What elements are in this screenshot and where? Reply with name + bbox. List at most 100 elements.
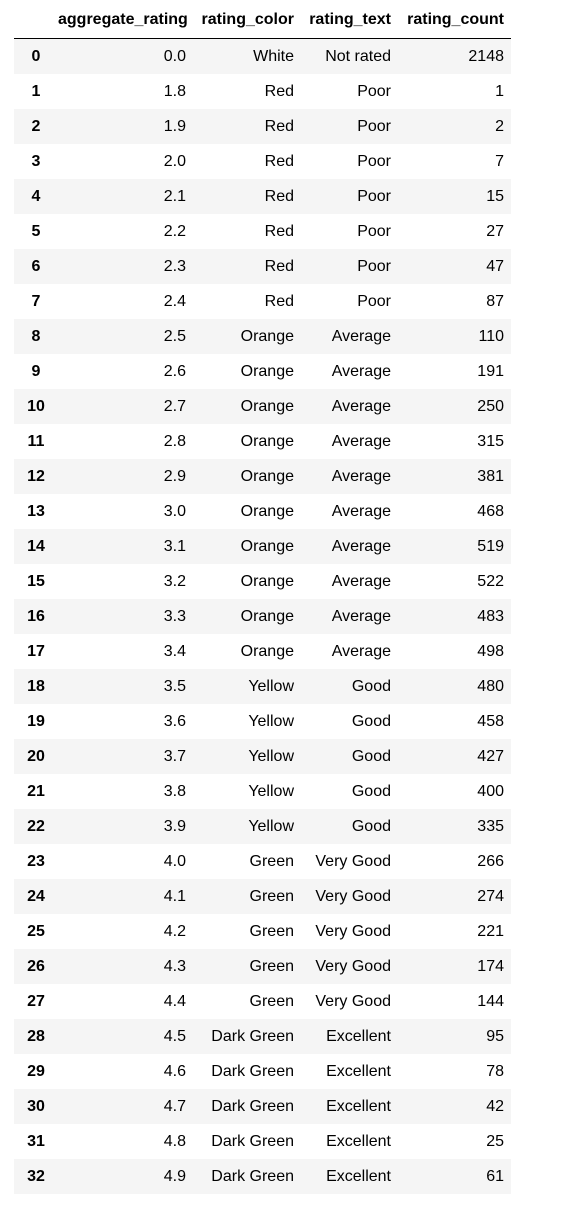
rating-text-cell: Very Good <box>315 957 391 975</box>
aggregate-rating-cell: 2.4 <box>163 292 186 310</box>
rating-count-cell: 400 <box>477 782 504 800</box>
aggregate-rating-cell: 3.1 <box>163 537 186 555</box>
row-index: 23 <box>27 852 45 870</box>
row-index: 11 <box>27 432 45 450</box>
table-row: 3 2.0 Red Poor 7 <box>14 144 511 179</box>
aggregate-rating-cell: 4.4 <box>163 992 186 1010</box>
rating-text-cell: Average <box>331 397 391 415</box>
rating-count-cell: 468 <box>477 502 504 520</box>
rating-count-cell: 42 <box>486 1097 504 1115</box>
rating-text-cell: Poor <box>357 292 391 310</box>
row-index: 14 <box>27 537 45 555</box>
table-row: 29 4.6 Dark Green Excellent 78 <box>14 1054 511 1089</box>
aggregate-rating-cell: 2.5 <box>163 327 186 345</box>
aggregate-rating-cell: 2.2 <box>163 222 186 240</box>
rating-count-cell: 61 <box>486 1167 504 1185</box>
rating-color-cell: Orange <box>240 327 294 345</box>
header-row: aggregate_rating rating_color rating_text r… <box>14 2 511 39</box>
row-index: 10 <box>27 397 45 415</box>
rating-text-cell: Average <box>331 572 391 590</box>
rating-count-cell: 110 <box>478 327 504 345</box>
rating-text-cell: Very Good <box>315 852 391 870</box>
rating-color-cell: Red <box>264 222 294 240</box>
rating-count-cell: 458 <box>477 712 504 730</box>
table-row: 12 2.9 Orange Average 381 <box>14 459 511 494</box>
table-row: 16 3.3 Orange Average 483 <box>14 599 511 634</box>
table-body: 0 0.0 White Not rated 2148 1 1.8 Red Poor 1 2 1.9 Re… <box>14 38 511 1194</box>
aggregate-rating-cell: 4.7 <box>163 1097 186 1115</box>
aggregate-rating-cell: 2.3 <box>163 257 186 275</box>
row-index: 17 <box>27 642 45 660</box>
rating-color-cell: Dark Green <box>211 1027 294 1045</box>
aggregate-rating-header: aggregate_rating <box>58 2 193 39</box>
rating-count-cell: 250 <box>477 397 504 415</box>
rating-color-cell: Dark Green <box>211 1132 294 1150</box>
rating-text-cell: Very Good <box>315 887 391 905</box>
aggregate-rating-cell: 3.3 <box>163 607 186 625</box>
rating-text-cell: Excellent <box>326 1097 391 1115</box>
rating-color-cell: Green <box>249 957 294 975</box>
rating-text-cell: Average <box>331 362 391 380</box>
rating-count-cell: 335 <box>477 817 504 835</box>
row-index: 7 <box>31 292 41 310</box>
table-row: 5 2.2 Red Poor 27 <box>14 214 511 249</box>
table-row: 21 3.8 Yellow Good 400 <box>14 774 511 809</box>
rating-color-cell: Green <box>249 887 294 905</box>
rating-count-cell: 274 <box>477 887 504 905</box>
table-row: 4 2.1 Red Poor 15 <box>14 179 511 214</box>
aggregate-rating-cell: 2.0 <box>163 152 186 170</box>
table-row: 19 3.6 Yellow Good 458 <box>14 704 511 739</box>
row-index: 31 <box>27 1132 45 1150</box>
rating-text-header: rating_text <box>301 2 398 39</box>
row-index: 16 <box>27 607 45 625</box>
rating-text-cell: Good <box>351 782 391 800</box>
rating-count-cell: 519 <box>477 537 504 555</box>
rating-count-cell: 2148 <box>468 47 504 65</box>
table-row: 15 3.2 Orange Average 522 <box>14 564 511 599</box>
rating-count-cell: 522 <box>477 572 504 590</box>
table-row: 22 3.9 Yellow Good 335 <box>14 809 511 844</box>
rating-count-cell: 47 <box>486 257 504 275</box>
row-index: 29 <box>27 1062 45 1080</box>
rating-text-cell: Poor <box>357 152 391 170</box>
rating-count-cell: 7 <box>495 152 504 170</box>
table-row: 18 3.5 Yellow Good 480 <box>14 669 511 704</box>
rating-color-cell: Orange <box>240 572 294 590</box>
rating-count-cell: 78 <box>486 1062 504 1080</box>
rating-color-cell: Orange <box>240 607 294 625</box>
table-header: aggregate_rating rating_color rating_text r… <box>14 2 511 39</box>
table-row: 9 2.6 Orange Average 191 <box>14 354 511 389</box>
row-index: 3 <box>31 152 41 170</box>
table-row: 24 4.1 Green Very Good 274 <box>14 879 511 914</box>
rating-text-cell: Very Good <box>315 992 391 1010</box>
rating-count-header: rating_count <box>398 2 511 39</box>
rating-text-cell: Poor <box>357 222 391 240</box>
aggregate-rating-cell: 4.5 <box>163 1027 186 1045</box>
rating-count-cell: 221 <box>477 922 504 940</box>
row-index: 0 <box>31 47 41 65</box>
rating-text-cell: Poor <box>357 117 391 135</box>
aggregate-rating-cell: 4.9 <box>163 1167 186 1185</box>
table-row: 11 2.8 Orange Average 315 <box>14 424 511 459</box>
aggregate-rating-cell: 3.2 <box>163 572 186 590</box>
aggregate-rating-cell: 4.8 <box>163 1132 186 1150</box>
rating-color-cell: Red <box>264 152 294 170</box>
rating-text-cell: Average <box>331 607 391 625</box>
rating-text-cell: Excellent <box>326 1167 391 1185</box>
aggregate-rating-cell: 4.3 <box>163 957 186 975</box>
rating-count-cell: 27 <box>486 222 504 240</box>
aggregate-rating-cell: 3.7 <box>163 747 186 765</box>
rating-count-cell: 15 <box>486 187 504 205</box>
row-index: 30 <box>27 1097 45 1115</box>
rating-count-cell: 95 <box>486 1027 504 1045</box>
table-row: 14 3.1 Orange Average 519 <box>14 529 511 564</box>
row-index: 8 <box>31 327 41 345</box>
rating-text-cell: Average <box>331 537 391 555</box>
row-index: 26 <box>27 957 45 975</box>
rating-count-cell: 381 <box>477 467 504 485</box>
dataframe-table: aggregate_rating rating_color rating_text r… <box>14 2 511 1194</box>
row-index: 27 <box>27 992 45 1010</box>
table-row: 1 1.8 Red Poor 1 <box>14 74 511 109</box>
table-row: 2 1.9 Red Poor 2 <box>14 109 511 144</box>
aggregate-rating-cell: 3.0 <box>163 502 186 520</box>
